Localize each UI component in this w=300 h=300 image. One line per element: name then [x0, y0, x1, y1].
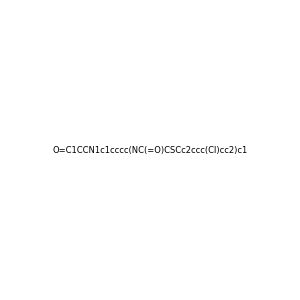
Text: O=C1CCN1c1cccc(NC(=O)CSCc2ccc(Cl)cc2)c1: O=C1CCN1c1cccc(NC(=O)CSCc2ccc(Cl)cc2)c1	[52, 146, 247, 154]
